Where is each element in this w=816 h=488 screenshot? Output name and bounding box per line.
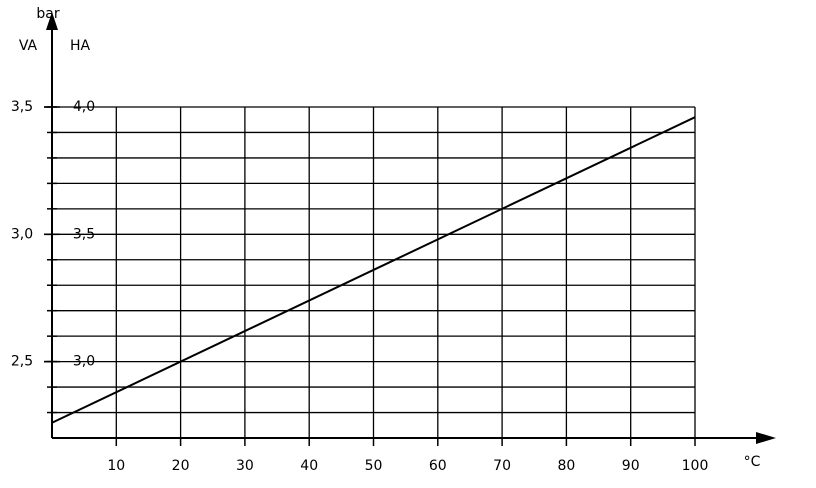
x-tick-label: 80: [557, 458, 575, 474]
y-tick-label: 3,5: [73, 226, 95, 242]
y2-tick-label: 2,5: [11, 354, 33, 370]
y-axis-label: HA: [70, 38, 91, 54]
x-tick-label: 20: [172, 458, 190, 474]
x-tick-label: 10: [107, 458, 125, 474]
y-axis-arrow: [46, 12, 58, 30]
y2-tick-label: 3,0: [11, 226, 33, 242]
unit-label: bar: [36, 6, 59, 22]
y2-tick-label: 3,5: [11, 99, 33, 115]
y-tick-label: 3,0: [73, 354, 95, 370]
x-tick-label: 70: [493, 458, 511, 474]
y2-axis-label: VA: [19, 38, 38, 54]
x-tick-label: 60: [429, 458, 447, 474]
x-tick-label: 50: [365, 458, 383, 474]
x-tick-label: 30: [236, 458, 254, 474]
x-tick-label: 100: [682, 458, 709, 474]
x-axis-label: °C: [744, 454, 761, 470]
x-tick-label: 90: [622, 458, 640, 474]
x-axis-arrow: [756, 432, 776, 444]
x-tick-label: 40: [300, 458, 318, 474]
data-line: [51, 116, 696, 424]
y-tick-label: 4,0: [73, 99, 95, 115]
